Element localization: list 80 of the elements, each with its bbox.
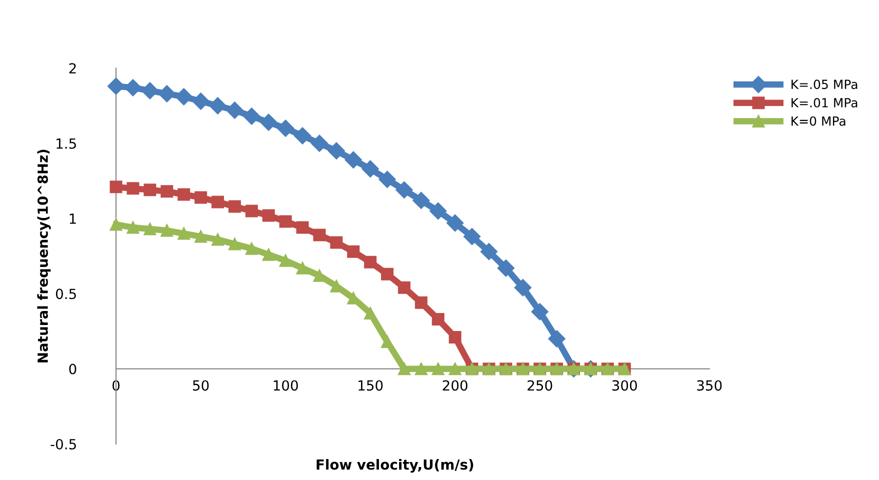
point [160,185,174,198]
y-tick-label: 1 [70,214,76,224]
point [194,191,208,204]
point [279,215,292,228]
point [126,221,140,234]
point [144,222,156,236]
x-tick-label: 100 [274,380,298,391]
point [330,236,343,249]
point [463,228,481,246]
point [548,330,566,348]
point [277,120,294,137]
x-tick-label: 250 [528,380,552,391]
point [141,82,158,100]
x-tick-label: 50 [193,380,209,391]
point [414,296,428,309]
point [378,170,396,188]
x-tick-label: 350 [697,380,722,391]
point [228,238,241,250]
point [211,196,224,208]
point [110,180,122,194]
point [158,85,176,102]
point [178,227,190,240]
point [192,92,210,110]
point [328,142,345,160]
point [347,245,360,258]
y-axis-title: Natural frequency(10^8Hz) [37,150,51,362]
point [514,279,532,296]
point [448,331,462,344]
point [446,214,464,232]
point [480,243,498,260]
point [294,127,312,144]
point [362,160,379,178]
point [364,256,377,268]
point [497,260,514,277]
x-tick-label: 200 [442,380,468,391]
point [243,108,260,125]
legend-label: K=.01 MPa [792,98,858,108]
x-tick-label: 300 [612,380,637,391]
point [262,248,275,261]
point [226,102,244,119]
y-tick-label: 0 [69,364,76,374]
point [126,182,140,195]
point [279,254,292,267]
point [245,242,258,255]
point [398,362,410,376]
point [531,303,548,320]
x-axis-title: Flow velocity,U(m/s) [316,459,474,473]
point [414,362,428,376]
point [396,181,413,198]
point [430,202,447,220]
point [296,262,309,274]
y-tick-label: 2 [69,63,76,74]
point [144,184,156,196]
point [228,200,241,213]
point [398,281,410,294]
x-tick-label: 150 [358,380,383,391]
y-tick-label: 1.5 [56,138,76,149]
point [194,230,208,243]
point [245,204,258,218]
point [209,97,226,114]
point [296,221,309,234]
point [175,88,192,106]
point [313,228,326,242]
point [178,188,190,201]
point [310,134,328,152]
point [160,224,174,237]
point [110,218,122,231]
point [344,151,362,168]
y-tick-label: -0.5 [50,438,76,450]
point [211,233,224,246]
point [432,312,444,326]
legend-label: K=0 MPa [792,116,846,126]
legend-label: K=.05 MPa [792,80,858,90]
point [260,114,278,131]
point [381,268,394,280]
point [412,192,430,210]
point [262,209,275,222]
point [448,362,462,376]
point [432,362,444,376]
y-tick-label: 0.5 [56,288,76,300]
